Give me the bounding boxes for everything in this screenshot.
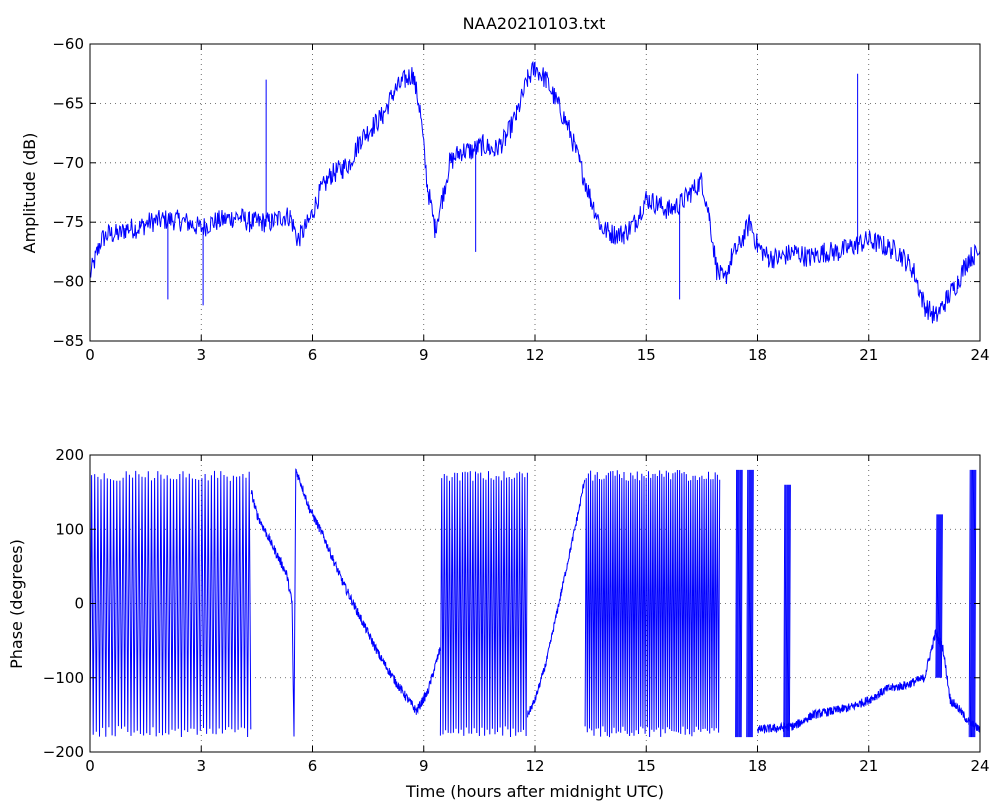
phase-wrap-segment: [439, 471, 528, 738]
y-tick-label: 200: [55, 446, 84, 464]
x-tick-label: 21: [859, 757, 878, 775]
phase-burst: [783, 484, 791, 738]
y-tick-label: −75: [52, 213, 84, 231]
x-tick-label: 0: [85, 346, 95, 364]
y-tick-label: −70: [52, 154, 84, 172]
phase-burst: [746, 469, 754, 738]
y-tick-label: 100: [55, 520, 84, 538]
x-tick-label: 6: [308, 757, 318, 775]
y-tick-label: −80: [52, 273, 84, 291]
amplitude-axes-frame: [89, 43, 981, 342]
x-tick-label: 15: [637, 346, 656, 364]
x-tick-label: 24: [970, 757, 989, 775]
y-tick-label: −65: [52, 94, 84, 112]
x-tick-label: 18: [748, 346, 767, 364]
phase-burst: [968, 469, 977, 738]
amplitude-panel: 0 3 6 9 12 15 18 21 24 −60 −65 −70 −75 −80 −85 Amplitu…: [20, 35, 990, 364]
phase-y-axis-label: Phase (degrees): [7, 539, 26, 669]
y-tick-label: −200: [43, 743, 84, 761]
phase-series: [89, 468, 981, 738]
phase-panel: 0 3 6 9 12 15 18 21 24 200 100 0 −100 −200 Phase (deg…: [7, 446, 990, 801]
phase-ticks: 0 3 6 9 12 15 18 21 24 200 100 0 −100 −200: [43, 446, 990, 775]
amplitude-grid: [90, 44, 980, 341]
x-tick-label: 12: [525, 757, 544, 775]
x-tick-label: 6: [308, 346, 318, 364]
phase-line: [527, 479, 586, 718]
amplitude-y-axis-label: Amplitude (dB): [20, 133, 39, 254]
y-tick-label: −85: [52, 332, 84, 350]
phase-grid: [90, 455, 980, 752]
phase-line: [757, 628, 981, 734]
x-tick-label: 9: [419, 757, 429, 775]
figure-title: NAA20210103.txt: [463, 14, 606, 33]
phase-wrap-segment: [89, 470, 252, 738]
x-tick-label: 18: [748, 757, 767, 775]
x-tick-label: 15: [637, 757, 656, 775]
y-tick-label: 0: [74, 595, 84, 613]
y-tick-label: −100: [43, 669, 84, 687]
x-tick-label: 24: [970, 346, 989, 364]
x-tick-label: 3: [196, 346, 206, 364]
amplitude-series: [89, 60, 981, 324]
y-tick-label: −60: [52, 35, 84, 53]
phase-x-axis-label: Time (hours after midnight UTC): [405, 782, 664, 801]
x-tick-label: 9: [419, 346, 429, 364]
x-tick-label: 12: [525, 346, 544, 364]
phase-wrap-segment: [584, 469, 721, 738]
phase-burst: [735, 469, 743, 738]
x-tick-label: 21: [859, 346, 878, 364]
x-tick-label: 3: [196, 757, 206, 775]
amplitude-line: [89, 60, 981, 324]
x-tick-label: 0: [85, 757, 95, 775]
phase-line: [250, 468, 441, 737]
phase-burst: [935, 514, 943, 678]
amplitude-ticks: 0 3 6 9 12 15 18 21 24 −60 −65 −70 −75 −80 −85: [52, 35, 989, 364]
